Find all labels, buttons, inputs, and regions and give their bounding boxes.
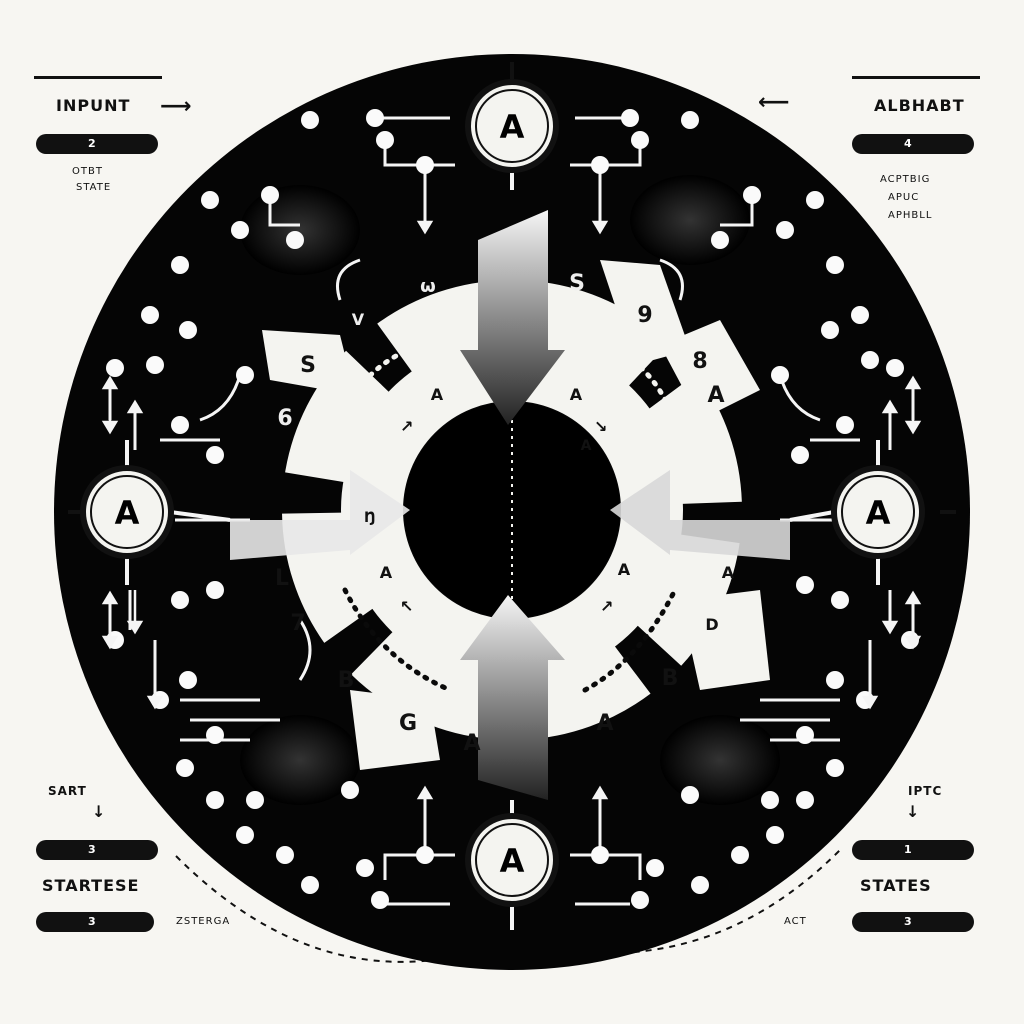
iptc-down-arrow-icon: ↓ — [906, 802, 920, 821]
ring-label-s-top: S — [569, 271, 585, 296]
shadow-blob-tr — [630, 175, 750, 265]
petal-g — [350, 690, 440, 770]
dotted-arc-left — [337, 337, 453, 418]
alphabet-label: ALBHABT — [874, 96, 965, 115]
ring-label-g: G — [399, 711, 417, 736]
ring-label-w-top: ω — [420, 276, 436, 297]
ring-label-d: D — [705, 615, 718, 634]
shadow-blob-br — [660, 715, 780, 805]
ring-label-s5: S — [300, 353, 316, 378]
state-bottom-label: A — [500, 842, 525, 880]
alphabet-value-pill[interactable]: 4 — [852, 134, 974, 154]
input-label: INPUNT — [56, 96, 131, 115]
dashed-start-curve — [175, 849, 841, 963]
state-bottom[interactable]: A — [465, 800, 559, 930]
zsterga-label: ZSTERGA — [176, 916, 231, 927]
dotted-arc-right — [547, 327, 673, 413]
ring-label-b-left: B — [338, 668, 355, 693]
state-label: STATE — [76, 182, 112, 193]
svg-text:↘: ↘ — [594, 417, 607, 436]
dotted-arc-bottom-right — [582, 587, 678, 693]
shadow-blob-bl — [240, 715, 360, 805]
top-right-rule — [852, 76, 980, 79]
input-value-pill[interactable]: 2 — [36, 134, 158, 154]
ring-label-v-top: V — [352, 310, 365, 329]
alphabet-arrow-icon: ⟵ — [758, 90, 790, 115]
shadow-blob-tl — [240, 185, 360, 275]
iptc-label: IPTC — [908, 784, 943, 798]
small-arrows — [101, 190, 922, 830]
ring-label-in3: A — [380, 563, 393, 582]
act-value-pill[interactable]: 3 — [852, 912, 974, 932]
act-label: ACT — [784, 916, 807, 927]
ring-label-in1: A — [431, 385, 444, 404]
arrow-left-right — [610, 470, 790, 560]
state-right-label: A — [866, 494, 891, 532]
arrow-up-bottom — [460, 595, 565, 800]
ring-label-a-bottom: A — [463, 731, 480, 756]
ring-label-in5: A — [581, 438, 592, 454]
svg-text:↗: ↗ — [600, 597, 613, 616]
state-right[interactable]: A — [789, 440, 956, 585]
ring-label-9: 9 — [637, 303, 652, 328]
state-top[interactable]: A — [465, 62, 559, 190]
petal-9 — [600, 260, 690, 365]
ring-label-a-right2: A — [707, 383, 724, 408]
ring-label-6: 6 — [277, 406, 292, 431]
startese-value-pill[interactable]: 3 — [36, 912, 154, 932]
start-value-pill[interactable]: 3 — [36, 840, 158, 860]
aphbll-label: APHBLL — [888, 210, 933, 221]
ring-label-a-bottom-right: A — [596, 711, 613, 736]
svg-text:↖: ↖ — [400, 597, 413, 616]
arrow-down-top — [460, 210, 565, 425]
sart-label: SART — [48, 784, 87, 798]
states-value-pill[interactable]: 1 — [852, 840, 974, 860]
states-label: STATES — [860, 876, 932, 895]
ring-label-a-right: A — [722, 563, 735, 582]
inner-arrows: ↗ ↖ ↗ ↘ — [400, 417, 613, 616]
arrow-right-left — [230, 470, 410, 560]
top-left-rule — [34, 76, 162, 79]
petal-d — [680, 590, 770, 690]
apuc-label: APUC — [888, 192, 920, 203]
state-left[interactable]: A — [68, 440, 231, 585]
ring-label-7: 7 — [290, 611, 305, 636]
sart-down-arrow-icon: ↓ — [92, 802, 106, 821]
state-top-label: A — [500, 108, 525, 146]
startese-label: STARTESE — [42, 876, 140, 895]
otbt-label: OTBT — [72, 166, 103, 177]
ring-label-in2: A — [570, 385, 583, 404]
ring-label-b-right: B — [662, 666, 679, 691]
dotted-arc-bottom-left — [342, 587, 453, 693]
ring-label-in4: A — [618, 560, 631, 579]
ring-label-n: Ŋ — [364, 510, 376, 526]
petal-8 — [660, 320, 760, 420]
input-arrow-icon: ⟶ — [160, 94, 192, 119]
ring-label-l: L — [275, 566, 289, 591]
acpt-label: ACPTBIG — [880, 174, 931, 185]
petal-s5 — [262, 330, 355, 395]
state-left-label: A — [115, 494, 140, 532]
ring-label-8: 8 — [692, 349, 707, 374]
svg-text:↗: ↗ — [400, 417, 413, 436]
